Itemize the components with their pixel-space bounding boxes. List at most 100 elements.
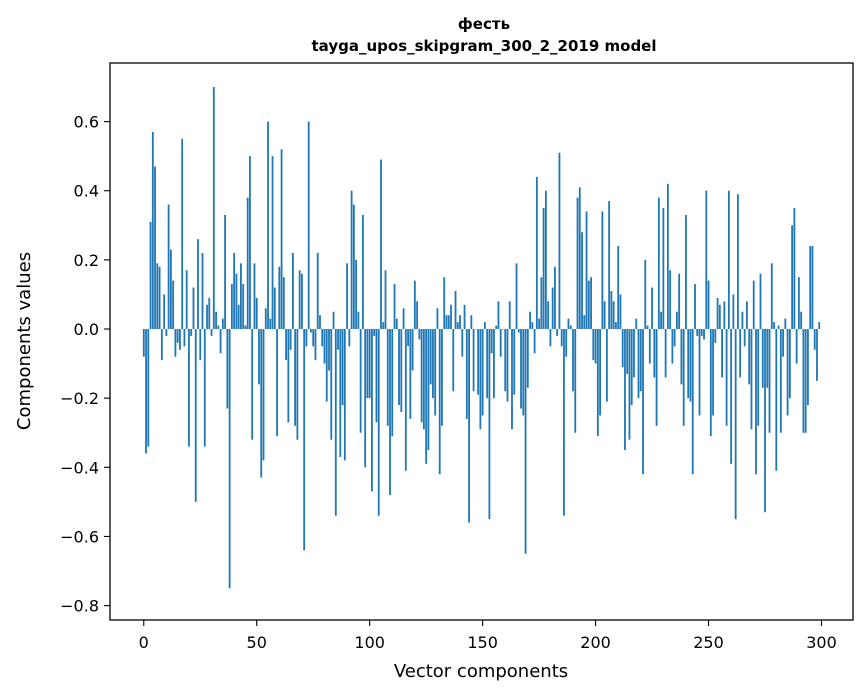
- bar-244: [694, 284, 696, 329]
- bar-236: [676, 312, 678, 329]
- bar-227: [656, 329, 658, 426]
- x-tick-label-250: 250: [693, 633, 724, 652]
- bar-201: [597, 329, 599, 436]
- bar-20: [188, 329, 190, 447]
- bar-88: [342, 329, 344, 405]
- bar-208: [613, 301, 615, 329]
- bar-284: [784, 319, 786, 329]
- bar-51: [258, 329, 260, 384]
- bar-273: [760, 274, 762, 329]
- bar-172: [531, 322, 533, 329]
- bar-63: [285, 329, 287, 360]
- bar-125: [425, 329, 427, 464]
- bar-83: [330, 329, 332, 440]
- bar-28: [206, 305, 208, 329]
- bar-129: [434, 329, 436, 415]
- x-axis-label: Vector components: [394, 661, 568, 682]
- bar-198: [590, 277, 592, 329]
- bar-251: [710, 329, 712, 436]
- bar-185: [561, 329, 563, 346]
- bar-257: [723, 301, 725, 329]
- y-axis-label: Components values: [14, 252, 35, 430]
- bar-99: [367, 329, 369, 398]
- bar-157: [498, 301, 500, 329]
- bar-260: [730, 329, 732, 464]
- x-tick-label-100: 100: [354, 633, 385, 652]
- bar-103: [376, 329, 378, 422]
- x-tick-label-300: 300: [806, 633, 837, 652]
- bar-34: [220, 329, 222, 353]
- bar-29: [208, 298, 210, 329]
- bar-90: [346, 263, 348, 329]
- bar-24: [197, 239, 199, 329]
- bar-118: [409, 329, 411, 419]
- bar-288: [793, 208, 795, 329]
- bar-297: [814, 329, 816, 350]
- bar-55: [267, 122, 269, 329]
- bar-133: [443, 277, 445, 329]
- bar-256: [721, 329, 723, 377]
- bar-285: [787, 329, 789, 415]
- bars-group: [143, 87, 820, 588]
- bar-26: [202, 253, 204, 329]
- bar-146: [473, 329, 475, 391]
- bar-223: [647, 326, 649, 329]
- bar-167: [520, 329, 522, 409]
- bar-52: [260, 329, 262, 478]
- y-tick-label-1: −0.6: [60, 527, 99, 546]
- bar-138: [455, 291, 457, 329]
- bar-216: [631, 329, 633, 405]
- bar-181: [552, 288, 554, 329]
- bar-137: [452, 329, 454, 391]
- bar-57: [272, 156, 274, 329]
- bar-114: [400, 329, 402, 412]
- bar-245: [696, 329, 698, 336]
- bar-225: [651, 288, 653, 329]
- bar-247: [701, 329, 703, 336]
- bar-171: [529, 312, 531, 329]
- bar-224: [649, 329, 651, 364]
- bar-266: [744, 329, 746, 346]
- bar-14: [175, 329, 177, 357]
- bar-282: [780, 329, 782, 433]
- bar-262: [735, 329, 737, 519]
- bar-255: [719, 305, 721, 329]
- bar-117: [407, 329, 409, 346]
- bar-113: [398, 329, 400, 405]
- bar-206: [608, 201, 610, 329]
- bar-62: [283, 277, 285, 329]
- bar-100: [369, 329, 371, 398]
- bar-265: [742, 312, 744, 329]
- bar-153: [489, 329, 491, 519]
- bar-143: [466, 329, 468, 419]
- bar-233: [669, 270, 671, 329]
- y-tick-label-2: −0.4: [60, 458, 99, 477]
- bar-89: [344, 329, 346, 460]
- bar-179: [547, 301, 549, 329]
- bar-163: [511, 329, 513, 429]
- bar-0: [143, 329, 145, 357]
- bar-264: [739, 329, 741, 377]
- bar-239: [683, 329, 685, 426]
- bar-274: [762, 329, 764, 388]
- bar-102: [373, 329, 375, 336]
- bar-92: [351, 191, 353, 329]
- bar-119: [412, 329, 414, 370]
- bar-183: [556, 329, 558, 336]
- bar-287: [791, 225, 793, 329]
- bar-97: [362, 215, 364, 329]
- bar-226: [653, 329, 655, 377]
- bar-130: [437, 308, 439, 329]
- bar-6: [156, 263, 158, 329]
- bar-234: [671, 329, 673, 364]
- bar-75: [312, 329, 314, 346]
- bar-109: [389, 329, 391, 495]
- bar-293: [805, 329, 807, 433]
- bar-222: [644, 260, 646, 329]
- bar-64: [287, 329, 289, 422]
- bar-188: [568, 319, 570, 329]
- bar-15: [177, 329, 179, 343]
- bar-80: [324, 329, 326, 364]
- bar-101: [371, 329, 373, 491]
